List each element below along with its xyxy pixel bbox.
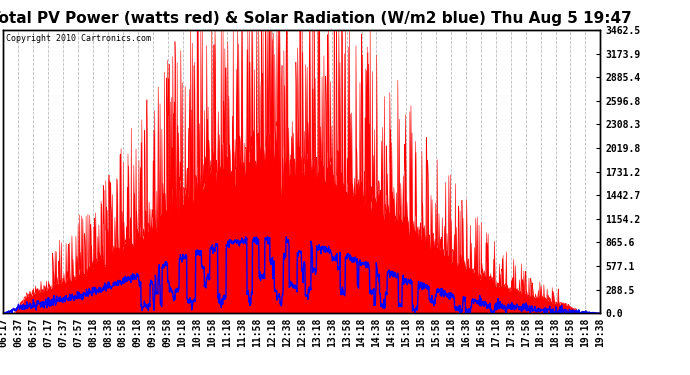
Text: Copyright 2010 Cartronics.com: Copyright 2010 Cartronics.com bbox=[6, 34, 151, 43]
Text: Total PV Power (watts red) & Solar Radiation (W/m2 blue) Thu Aug 5 19:47: Total PV Power (watts red) & Solar Radia… bbox=[0, 11, 631, 26]
